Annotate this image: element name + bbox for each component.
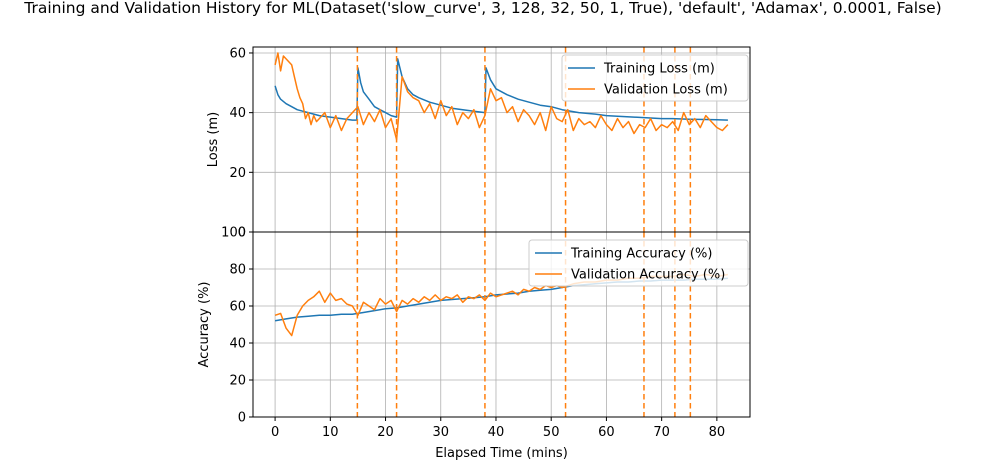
loss-series-training-line [274, 58, 728, 121]
xtick-label: 70 [653, 425, 670, 440]
xtick-label: 10 [322, 425, 339, 440]
accuracy-axes-frame [252, 231, 751, 418]
accuracy-legend-label-validation: Validation Accuracy (%) [571, 268, 725, 283]
loss-series-validation-line [274, 52, 729, 141]
loss-ytick-label: 60 [229, 46, 246, 61]
accuracy-panel: 0 20 40 60 80 100 Accuracy (%) 0 10 20 30 40 50 60 70 8… [197, 226, 751, 460]
chart-title: Training and Validation History for ML(D… [23, 0, 941, 18]
xtick-label: 80 [709, 425, 726, 440]
accuracy-ytick-label: 60 [229, 300, 246, 315]
accuracy-ytick-label: 100 [221, 226, 246, 241]
xtick-label: 60 [598, 425, 615, 440]
loss-legend: Training Loss (m) Validation Loss (m) [561, 54, 749, 102]
xtick-label: 50 [543, 425, 560, 440]
xtick-label: 20 [377, 425, 394, 440]
accuracy-legend-box [528, 239, 749, 287]
loss-legend-label-validation: Validation Loss (m) [604, 83, 728, 98]
loss-ylabel: Loss (m) [206, 112, 221, 167]
loss-legend-label-training: Training Loss (m) [603, 62, 715, 77]
loss-ytick-label: 20 [229, 166, 246, 181]
accuracy-ytick-label: 20 [229, 374, 246, 389]
accuracy-ytick-label: 0 [238, 411, 246, 426]
loss-ytick-label: 0 [238, 226, 246, 241]
accuracy-ytick-label: 40 [229, 337, 246, 352]
xtick-label: 40 [488, 425, 505, 440]
xlabel: Elapsed Time (mins) [435, 446, 568, 460]
xtick-label: 30 [432, 425, 449, 440]
accuracy-ytick-label: 80 [229, 263, 246, 278]
loss-ytick-label: 40 [229, 106, 246, 121]
loss-panel: 0 20 40 60 Loss (m) Training Loss (m) Validati… [206, 46, 751, 241]
accuracy-legend: Training Accuracy (%) Validation Accuracy… [528, 239, 749, 287]
accuracy-legend-label-training: Training Accuracy (%) [570, 247, 712, 262]
xtick-label: 0 [271, 425, 279, 440]
accuracy-ylabel: Accuracy (%) [197, 282, 212, 368]
loss-legend-box [561, 54, 749, 102]
